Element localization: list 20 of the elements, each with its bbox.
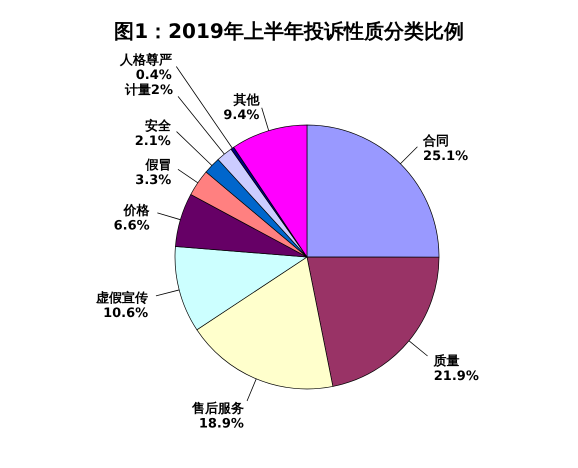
slice-label: 价格 xyxy=(122,204,151,219)
data-label: 10.6% xyxy=(103,306,148,321)
slice-label: 安全 xyxy=(144,118,172,134)
data-label: 18.9% xyxy=(198,416,244,432)
slice-label: 人格尊严 xyxy=(118,52,172,68)
data-label: 25.1% xyxy=(423,149,468,164)
data-label: 0.4% xyxy=(136,68,172,83)
slice-label: 虚假宣传 xyxy=(95,290,148,306)
slice-label: 其他 xyxy=(232,93,260,108)
slice-label: 质量 xyxy=(432,353,460,370)
chart-title: 图1：2019年上半年投诉性质分类比例 xyxy=(114,19,464,43)
data-label: 9.4% xyxy=(223,108,260,124)
data-label: 21.9% xyxy=(434,369,479,384)
data-label: 6.6% xyxy=(114,218,150,234)
data-label: 2.1% xyxy=(134,134,171,149)
slice-label: 假冒 xyxy=(144,158,172,173)
data-label: 3.3% xyxy=(135,172,172,188)
slice-label: 合同 xyxy=(422,133,450,150)
slice-label: 售后服务 xyxy=(190,400,244,416)
slice-label: 计量2% xyxy=(124,83,174,98)
